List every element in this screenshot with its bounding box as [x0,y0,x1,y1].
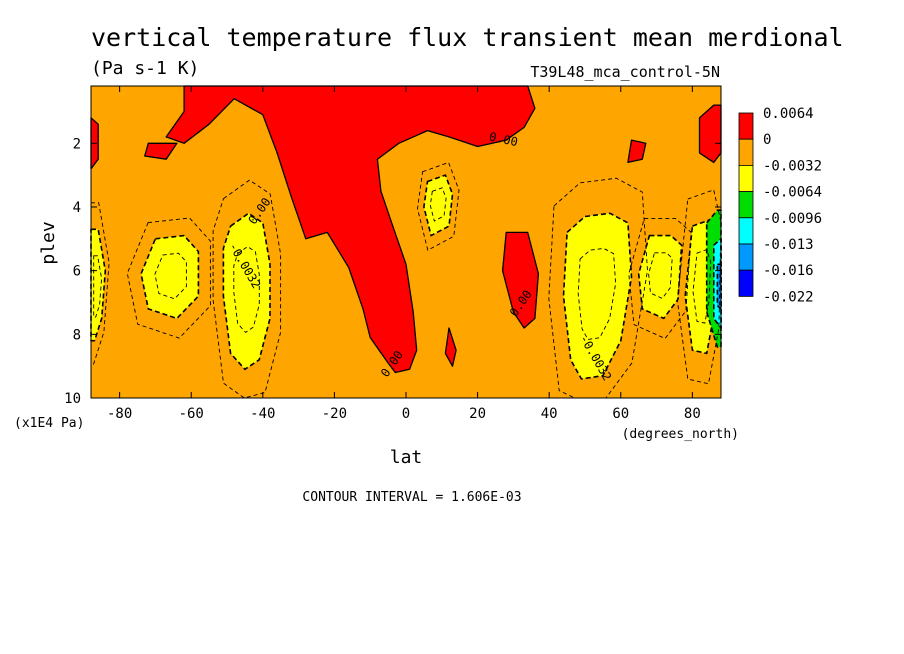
x-tick-label: -20 [322,406,347,422]
region-red-nh-mid [501,231,540,329]
x-tick-label: 80 [684,406,701,422]
colorbar-label: -0.0064 [763,185,822,201]
dashed-contour-yellow-sh-polar-outer [90,202,110,365]
region-red-nh-upper [627,139,647,164]
contour-interval-note: CONTOUR INTERVAL = 1.606E-03 [302,490,521,505]
x-axis-units: (degrees_north) [622,427,739,442]
y-tick-label: 8 [73,327,81,343]
dashed-contour-yellow-nh-polar-outer [676,189,722,385]
colorbar-label: -0.013 [763,237,814,253]
y-axis: 2 4 6 8 10 [64,136,721,407]
dashed-contour-yellow-sh-mid-left-outer [126,217,211,339]
x-axis-label: lat [390,447,423,468]
colorbar-swatch [738,191,754,219]
chart-title: vertical temperature flux transient mean… [91,23,844,52]
x-tick-label: -60 [179,406,204,422]
x-tick-label: 20 [469,406,486,422]
dashed-contour-yellow-eq-upper-inner [429,187,447,222]
x-tick-label: 60 [612,406,629,422]
dataset-label: T39L48_mca_control-5N [530,63,720,81]
region-red-tropopause-main [165,85,536,374]
region-yellow-sh-jet [222,212,271,371]
x-axis: -80 -60 -40 -20 0 20 40 60 80 [107,86,701,422]
region-red-patch-sh [144,142,178,160]
y-axis-units: (x1E4 Pa) [14,416,84,431]
colorbar-label: -0.016 [763,263,814,279]
colorbar-swatch [738,164,754,192]
region-yellow-nh-jet [562,212,633,380]
colorbar-label: 0.0064 [763,106,814,122]
region-yellow-sh-mid-left [140,234,200,320]
dashed-contour-yellow-sh-mid-left-inner [154,252,187,300]
chart-units: (Pa s-1 K) [91,58,199,79]
negative-contour-lines [90,161,722,399]
colorbar-swatch [738,269,754,297]
colorbar-swatch [738,243,754,271]
y-tick-label: 10 [64,391,81,407]
colorbar-swatch [738,217,754,245]
dashed-contour-yellow-nh-mid-inner [648,252,673,299]
dashed-contour-yellow-nh-jet-outer [548,177,648,399]
x-tick-label: -80 [107,406,132,422]
dashed-contour-yellow-eq-upper-outer [417,161,460,251]
contour-label: 0.00 [488,130,519,150]
dashed-contour-yellow-sh-polar-inner [93,255,103,318]
colorbar: 0.0064 0 -0.0032 -0.0064 -0.0096 -0.013 -0.016… [738,106,822,305]
region-yellow-nh-mid [637,234,683,320]
colorbar-label: -0.022 [763,289,814,305]
y-axis-label: plev [38,221,59,264]
colorbar-label: 0 [763,132,771,148]
x-tick-label: 0 [402,406,410,422]
region-red-patch-eq [444,327,457,367]
y-tick-label: 2 [73,136,81,152]
colorbar-swatch [738,112,754,140]
contour-fills [90,85,722,380]
y-tick-label: 6 [73,264,81,280]
region-yellow-eq-upper [423,174,454,237]
colorbar-swatch [738,138,754,166]
colorbar-label: -0.0032 [763,158,822,174]
y-tick-label: 4 [73,200,81,216]
colorbar-label: -0.0096 [763,211,822,227]
dashed-contour-yellow-nh-jet-inner [577,247,617,340]
x-tick-label: -40 [250,406,275,422]
x-tick-label: 40 [541,406,558,422]
dashed-contour-yellow-nh-mid-outer [628,217,692,340]
